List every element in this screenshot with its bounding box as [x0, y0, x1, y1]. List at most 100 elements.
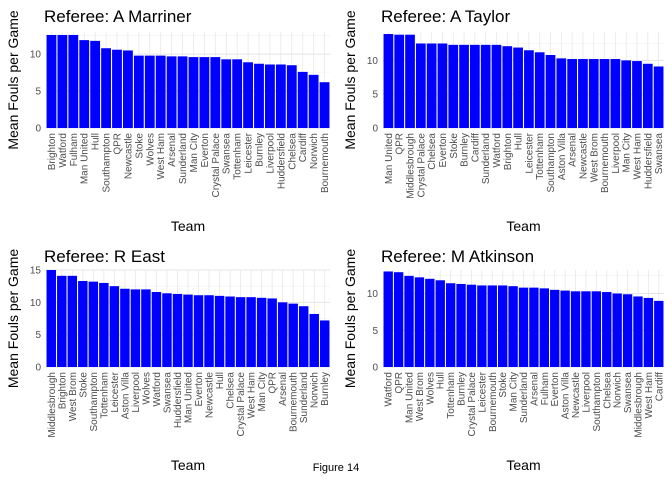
x-tick-label: Middlesbrough	[47, 372, 58, 438]
bar	[602, 292, 612, 367]
x-tick-label: Norwich	[309, 133, 320, 169]
x-tick-label: Norwich	[613, 372, 624, 408]
y-axis-label: Mean Fouls per Game	[342, 249, 358, 388]
x-tick-label: Southampton	[546, 133, 557, 193]
y-tick-label: 0	[372, 124, 378, 135]
bar	[491, 44, 502, 128]
x-tick-label: Burnley	[320, 372, 331, 406]
x-tick-label: Swansea	[654, 133, 665, 175]
x-tick-label: Leicester	[244, 132, 255, 173]
bar	[133, 55, 144, 128]
y-tick-label: 0	[35, 124, 41, 135]
x-tick-label: Southampton	[592, 372, 603, 432]
x-tick-label: Stoke	[449, 133, 460, 159]
bar	[298, 306, 309, 367]
x-tick-label: Tottenham	[535, 133, 546, 180]
bar	[404, 275, 414, 367]
x-tick-label: Middlesbrough	[633, 372, 644, 438]
figure-caption: Figure 14	[312, 462, 360, 474]
x-tick-label: Tottenham	[99, 372, 110, 419]
bar	[99, 282, 109, 367]
x-tick-label: Bournemouth	[488, 372, 499, 432]
x-tick-label: QPR	[113, 133, 124, 155]
x-tick-label: Fulham	[540, 372, 551, 405]
y-tick-label: 10	[367, 56, 379, 67]
x-axis-label: Team	[171, 218, 205, 234]
bar	[466, 284, 477, 367]
chart-title: Referee: A Marriner	[44, 7, 192, 26]
x-tick-label: Man United	[384, 133, 395, 184]
x-tick-label: Crystal Palace	[211, 133, 222, 198]
x-tick-label: Liverpool	[131, 372, 142, 413]
x-tick-label: Crystal Palace	[236, 372, 247, 437]
bar	[172, 293, 183, 367]
x-tick-label: Newcastle	[123, 133, 134, 180]
x-tick-label: Stoke	[78, 372, 89, 398]
bar	[570, 291, 581, 367]
x-tick-label: Brighton	[47, 133, 58, 170]
bar	[67, 275, 78, 367]
bar	[151, 291, 162, 367]
x-tick-label: Man City	[622, 133, 633, 172]
bar	[177, 56, 188, 128]
x-tick-label: Wolves	[141, 372, 152, 405]
bar	[232, 59, 243, 129]
bar	[545, 54, 556, 128]
bar	[502, 46, 513, 128]
x-tick-label: Man City	[257, 372, 268, 411]
x-tick-label: West Ham	[247, 372, 258, 419]
bar	[498, 285, 508, 367]
bar	[183, 294, 193, 367]
x-tick-label: Tottenham	[446, 372, 457, 419]
x-tick-label: Swansea	[222, 133, 233, 175]
x-tick-label: Aston Villa	[561, 372, 572, 420]
bar	[57, 34, 68, 129]
x-tick-label: Hull	[436, 372, 447, 389]
bar	[199, 57, 210, 128]
x-tick-label: Watford	[492, 133, 503, 168]
x-tick-label: Burnley	[457, 372, 468, 406]
x-tick-label: Tottenham	[233, 133, 244, 180]
bar	[643, 297, 654, 367]
bar	[88, 281, 99, 367]
x-tick-label: Sunderland	[299, 372, 310, 423]
bar	[518, 287, 529, 367]
x-tick-label: Fulham	[69, 133, 80, 166]
x-tick-label: Huddersfield	[643, 133, 654, 189]
bar	[144, 55, 155, 128]
x-tick-label: Hull	[514, 133, 525, 150]
x-tick-label: QPR	[394, 372, 405, 394]
bar	[210, 57, 221, 128]
bar	[534, 52, 545, 128]
x-tick-label: Bournemouth	[289, 372, 300, 432]
bar	[46, 34, 57, 129]
bar	[610, 59, 621, 129]
x-tick-label: Watford	[58, 133, 69, 168]
x-tick-label: QPR	[395, 133, 406, 155]
x-tick-label: Bournemouth	[320, 133, 331, 193]
x-tick-label: Leicester	[110, 371, 121, 412]
bar	[621, 60, 632, 129]
x-tick-label: Man United	[80, 133, 91, 184]
bar	[414, 277, 425, 367]
x-tick-label: Stoke	[134, 133, 145, 159]
bar	[188, 57, 199, 128]
x-tick-label: Arsenal	[529, 372, 540, 406]
bar	[642, 63, 653, 129]
x-tick-label: Arsenal	[167, 133, 178, 167]
x-tick-label: Hull	[215, 372, 226, 389]
chart-panel: 0 5 10 15 Middlesbrough Brighton West Brom Stok…	[5, 247, 331, 473]
bar	[393, 272, 404, 367]
bar	[123, 50, 133, 128]
x-tick-label: Middlesbrough	[406, 133, 417, 199]
x-tick-label: Bournemouth	[600, 133, 611, 193]
x-tick-label: Huddersfield	[173, 372, 184, 428]
bar	[155, 55, 166, 128]
x-tick-label: West Ham	[644, 372, 655, 419]
bar	[90, 40, 101, 128]
y-axis-label: Mean Fouls per Game	[342, 10, 358, 149]
x-tick-label: Sunderland	[178, 133, 189, 184]
x-tick-label: Brighton	[503, 133, 514, 170]
bar	[445, 283, 456, 367]
